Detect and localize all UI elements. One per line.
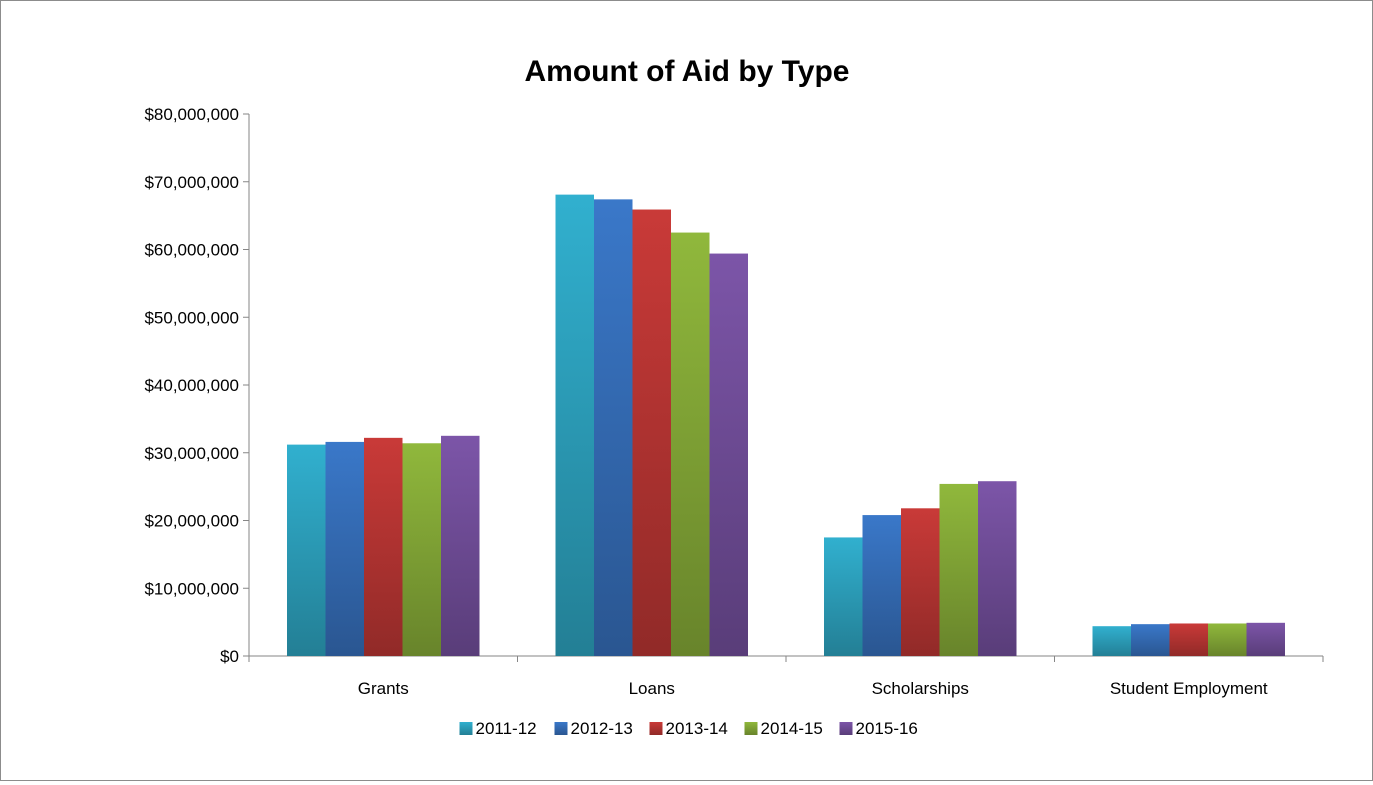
y-tick-label: $80,000,000 (144, 105, 239, 124)
bar-2014-15-scholarships (939, 483, 978, 656)
y-tick-label: $10,000,000 (144, 579, 239, 598)
y-tick-label: $70,000,000 (144, 173, 239, 192)
bar-2015-16-loans (709, 253, 748, 656)
legend: 2011-12 2012-13 2013-14 2014-15 2015-16 (459, 719, 918, 738)
x-tick-label: Grants (358, 679, 409, 698)
y-tick-label: $40,000,000 (144, 376, 239, 395)
y-tick-label: $60,000,000 (144, 241, 239, 260)
legend-swatch (839, 722, 853, 735)
bar-2014-15-loans (671, 232, 710, 656)
x-tick-label: Student Employment (1110, 679, 1268, 698)
y-tick-label: $0 (220, 647, 239, 666)
bar-2012-13-loans (594, 199, 633, 657)
bar-2013-14-scholarships (901, 508, 940, 656)
bar-2011-12-grants (287, 444, 326, 656)
legend-label: 2014-15 (761, 719, 823, 738)
bar-2011-12-loans (555, 194, 594, 656)
bar-2012-13-grants (325, 441, 364, 656)
legend-swatch (744, 722, 758, 735)
bar-2013-14-loans (632, 209, 671, 656)
legend-swatch (459, 722, 473, 735)
bars (287, 194, 1285, 657)
y-tick-label: $50,000,000 (144, 308, 239, 327)
bar-2013-14-student-employment (1169, 623, 1208, 656)
bar-2012-13-student-employment (1131, 624, 1170, 656)
x-tick-label: Scholarships (872, 679, 969, 698)
bar-2011-12-scholarships (824, 537, 863, 656)
legend-swatch (554, 722, 568, 735)
y-tick-label: $20,000,000 (144, 512, 239, 531)
x-tick-label: Loans (629, 679, 675, 698)
legend-label: 2013-14 (666, 719, 728, 738)
bar-2014-15-grants (402, 443, 441, 656)
y-tick-label: $30,000,000 (144, 444, 239, 463)
y-axis: $0 $10,000,000 $20,000,000 $30,000,000 $40,0… (144, 105, 250, 666)
bar-2015-16-scholarships (978, 481, 1017, 656)
bar-2013-14-grants (364, 437, 403, 656)
bar-2015-16-grants (441, 435, 480, 656)
legend-label: 2012-13 (571, 719, 633, 738)
bar-2011-12-student-employment (1092, 626, 1131, 656)
x-axis: Grants Loans Scholarships Student Employmen… (248, 655, 1324, 698)
legend-label: 2011-12 (476, 719, 537, 738)
bar-2012-13-scholarships (862, 515, 901, 656)
legend-label: 2015-16 (856, 719, 918, 738)
bar-2014-15-student-employment (1208, 623, 1247, 656)
chart-title: Amount of Aid by Type (525, 55, 850, 88)
legend-swatch (649, 722, 663, 735)
bar-2015-16-student-employment (1246, 622, 1285, 656)
